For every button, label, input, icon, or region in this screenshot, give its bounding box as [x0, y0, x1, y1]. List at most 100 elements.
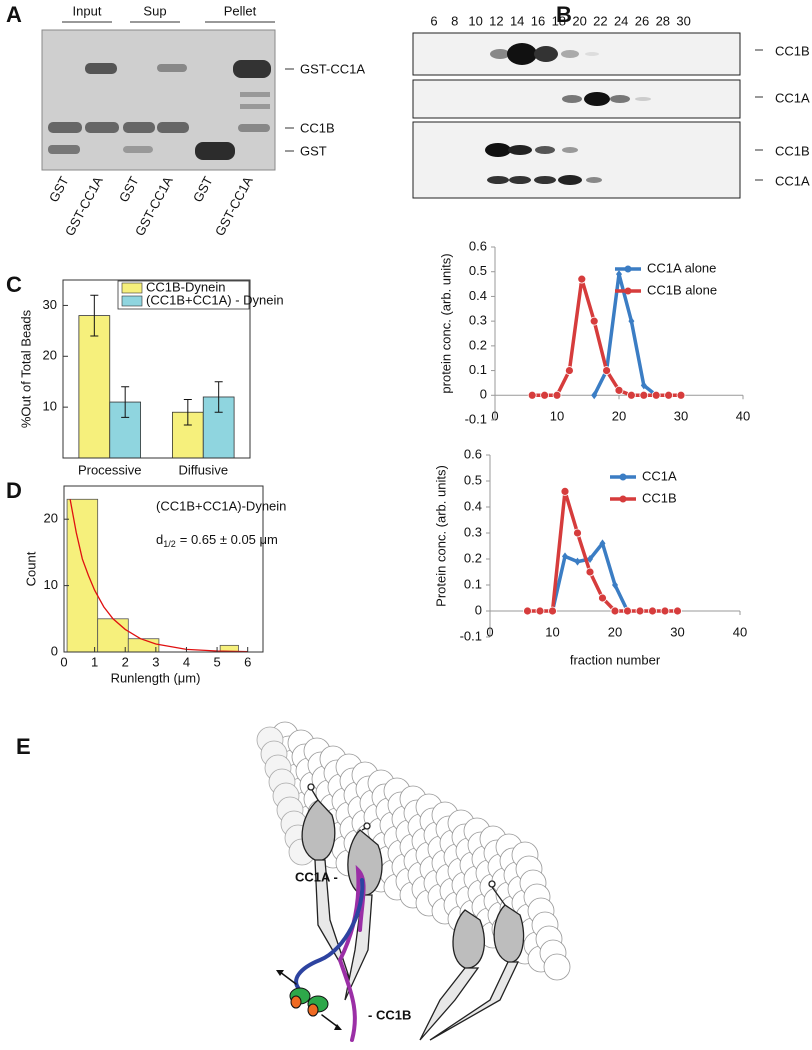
microtubule [256, 721, 571, 981]
point [552, 390, 562, 400]
point [585, 567, 595, 577]
point [535, 606, 545, 616]
point [660, 606, 670, 616]
x-tick-label: 20 [608, 624, 622, 639]
blot [412, 32, 763, 199]
bar [66, 498, 99, 653]
point [587, 555, 593, 563]
x-axis-title: fraction number [570, 652, 661, 667]
y-tick-label: 0.5 [469, 263, 487, 278]
band-label: GST [300, 143, 327, 158]
fit-text: = 0.65 ± 0.05 μm [180, 532, 278, 547]
y-tick-label: 20 [44, 511, 58, 526]
x-tick-label: 3 [152, 654, 159, 669]
point [614, 385, 624, 395]
point [591, 391, 598, 400]
legend-label: (CC1B+CC1A) - Dynein [146, 292, 284, 307]
gel [41, 21, 294, 171]
plot-frame [63, 485, 264, 653]
lane-label: GST [190, 174, 216, 205]
series-line [527, 489, 678, 613]
point [602, 366, 611, 375]
point [562, 552, 568, 561]
legend-marker [624, 265, 632, 273]
legend-swatch [121, 295, 143, 307]
band-label: GST-CC1A [300, 61, 365, 76]
y-axis-title: protein conc. (arb. units) [438, 253, 453, 393]
y-tick-label: 0.2 [464, 550, 482, 565]
panel-label: A [6, 2, 22, 27]
y-tick-label: 0.6 [469, 238, 487, 253]
legend-label: CC1A alone [647, 260, 716, 275]
y-tick-label: 20 [43, 348, 57, 363]
x-tick-label: 30 [674, 409, 688, 424]
y-tick-label: 10 [43, 399, 57, 414]
y-tick-label: 0 [51, 643, 58, 658]
point [548, 606, 557, 616]
fraction-label: 12 [489, 13, 503, 28]
point [540, 390, 549, 400]
band-label: CC1B [775, 43, 810, 58]
y-tick-label: 0.1 [464, 576, 482, 591]
y-tick-label: 0 [475, 602, 482, 617]
point [651, 390, 661, 400]
x-tick-label: Diffusive [178, 462, 228, 477]
diagram-label: - CC1B [368, 1007, 411, 1022]
point [623, 606, 632, 616]
tubulin [543, 953, 571, 981]
gel-header: Sup [143, 3, 166, 18]
band-label: CC1A [775, 173, 810, 188]
gel-header: Input [73, 3, 102, 18]
y-axis-title: Protein conc. (arb. units) [433, 465, 448, 607]
point [628, 317, 635, 326]
x-tick-label: 20 [612, 409, 626, 424]
y-tick-label: 0 [480, 387, 487, 402]
point [664, 390, 673, 400]
fraction-label: 28 [656, 13, 670, 28]
fraction-label: 18 [552, 13, 566, 28]
point [635, 606, 645, 616]
legend-marker [624, 287, 632, 295]
legend-marker [619, 473, 627, 481]
point [599, 539, 606, 548]
x-tick-label: 30 [670, 624, 684, 639]
legend-label: CC1B [642, 490, 677, 505]
fraction-label: 24 [614, 13, 628, 28]
y-tick-label: 10 [44, 577, 58, 592]
point [627, 390, 636, 400]
y-tick-label: -0.1 [465, 411, 487, 426]
legend-marker [619, 495, 627, 503]
x-axis-title: Runlength (μm) [111, 670, 201, 685]
legend-label: CC1A [642, 468, 677, 483]
point [673, 606, 682, 616]
panel-label: B [556, 2, 572, 27]
y-axis-title: Count [23, 551, 38, 586]
x-tick-label: 40 [733, 624, 747, 639]
x-tick-label: 4 [183, 654, 190, 669]
legend-label: CC1B alone [647, 282, 717, 297]
x-tick-label: 5 [213, 654, 220, 669]
x-tick-label: Processive [78, 462, 142, 477]
legend-swatch [121, 282, 143, 294]
y-axis-title: %Out of Total Beads [18, 309, 33, 428]
dynein-motors [301, 783, 525, 1041]
y-tick-label: 0.3 [469, 313, 487, 328]
fit-symbol: d [156, 532, 163, 547]
fraction-label: 26 [635, 13, 649, 28]
adaptors [276, 864, 366, 1042]
bar [127, 638, 160, 653]
plot-frame [62, 279, 251, 459]
band-label: CC1A [775, 90, 810, 105]
x-tick-label: 1 [91, 654, 98, 669]
point [560, 486, 570, 496]
panel-label: D [6, 478, 22, 503]
error-bar [121, 386, 130, 418]
error-bar [183, 399, 192, 426]
point [523, 606, 532, 616]
point [640, 381, 647, 390]
fraction-label: 20 [572, 13, 586, 28]
fraction-label: 16 [531, 13, 545, 28]
x-tick-label: 0 [60, 654, 67, 669]
y-tick-label: 30 [43, 297, 57, 312]
